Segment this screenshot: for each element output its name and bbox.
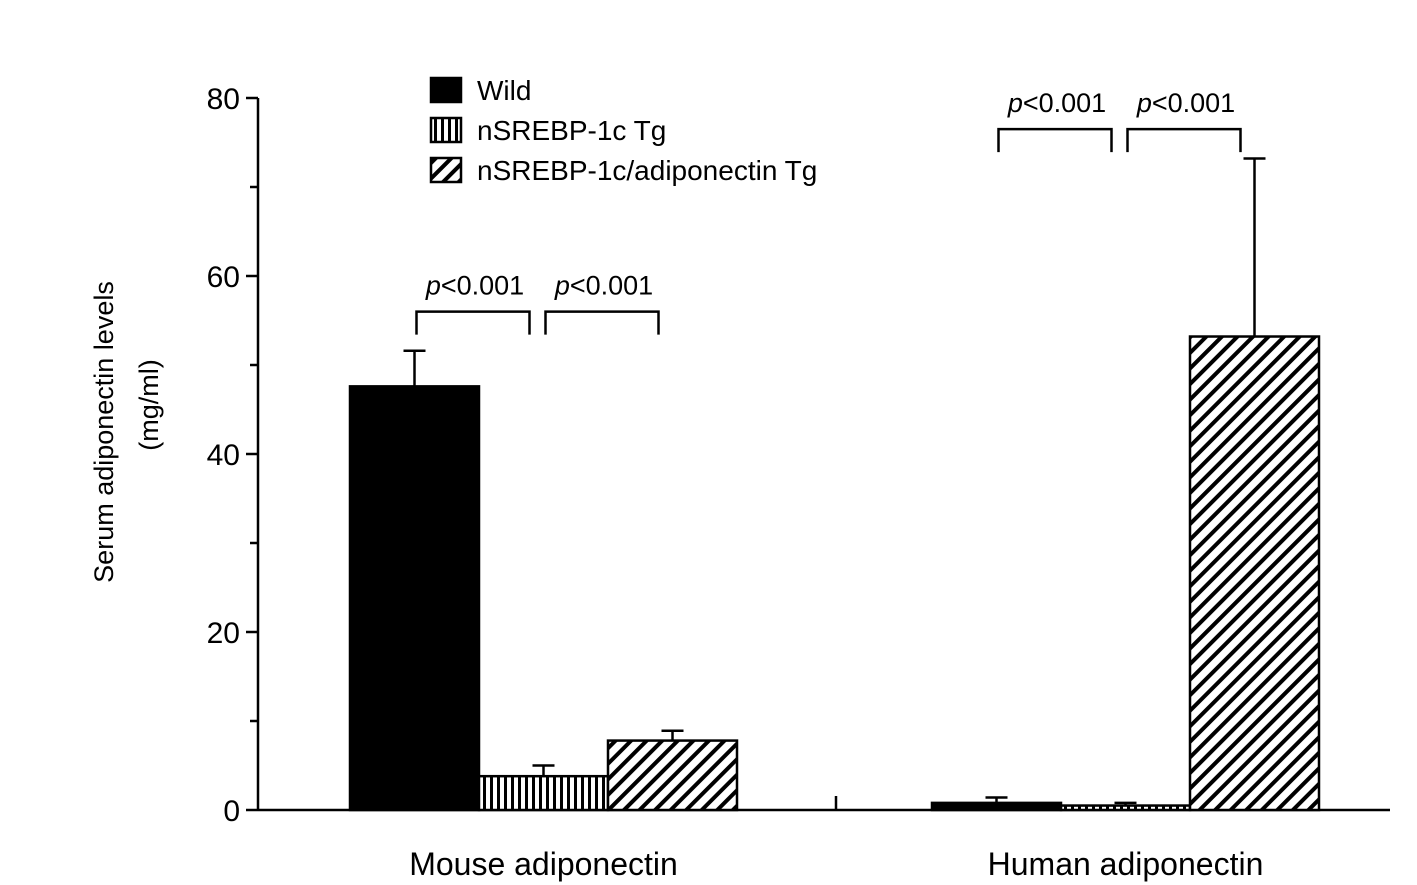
legend-swatch bbox=[429, 116, 463, 144]
legend: Wild nSREBP-1c Tg nSREBP-1c/adiponectin Tg bbox=[429, 75, 817, 186]
bar bbox=[1188, 335, 1321, 812]
significance-bracket bbox=[415, 310, 531, 335]
bar bbox=[477, 774, 610, 812]
legend-label: nSREBP-1c/adiponectin Tg bbox=[477, 155, 817, 186]
legend-label: Wild bbox=[477, 75, 531, 106]
x-category-label: Mouse adiponectin bbox=[409, 846, 678, 882]
legend-swatch bbox=[429, 76, 463, 104]
significance-bracket bbox=[544, 310, 660, 335]
y-tick-label: 60 bbox=[207, 261, 240, 294]
y-tick-label: 0 bbox=[223, 795, 240, 828]
y-axis-title: Serum adiponectin levels bbox=[89, 281, 119, 583]
bar bbox=[930, 801, 1063, 812]
p-value-label: p<0.001 bbox=[425, 271, 524, 301]
y-tick-label: 20 bbox=[207, 617, 240, 650]
significance-brackets: p<0.001 p<0.001 p<0.001 p<0.001 bbox=[415, 88, 1242, 335]
y-tick-label: 40 bbox=[207, 439, 240, 472]
legend-label: nSREBP-1c Tg bbox=[477, 115, 666, 146]
axes: 0 20 40 60 80 Mouse adiponectin Human adiponec… bbox=[207, 83, 1390, 882]
x-category-label: Human adiponectin bbox=[988, 846, 1264, 882]
legend-swatch bbox=[429, 156, 463, 184]
significance-bracket bbox=[997, 127, 1113, 153]
significance-bracket bbox=[1126, 127, 1242, 153]
bar bbox=[606, 739, 739, 812]
bar bbox=[348, 385, 481, 812]
y-tick-label: 80 bbox=[207, 83, 240, 116]
y-axis-unit: (mg/ml) bbox=[134, 359, 164, 450]
p-value-label: p<0.001 bbox=[1136, 88, 1235, 118]
bar bbox=[1059, 804, 1192, 812]
p-value-label: p<0.001 bbox=[1007, 88, 1106, 118]
p-value-label: p<0.001 bbox=[554, 271, 653, 301]
bars bbox=[348, 157, 1321, 812]
